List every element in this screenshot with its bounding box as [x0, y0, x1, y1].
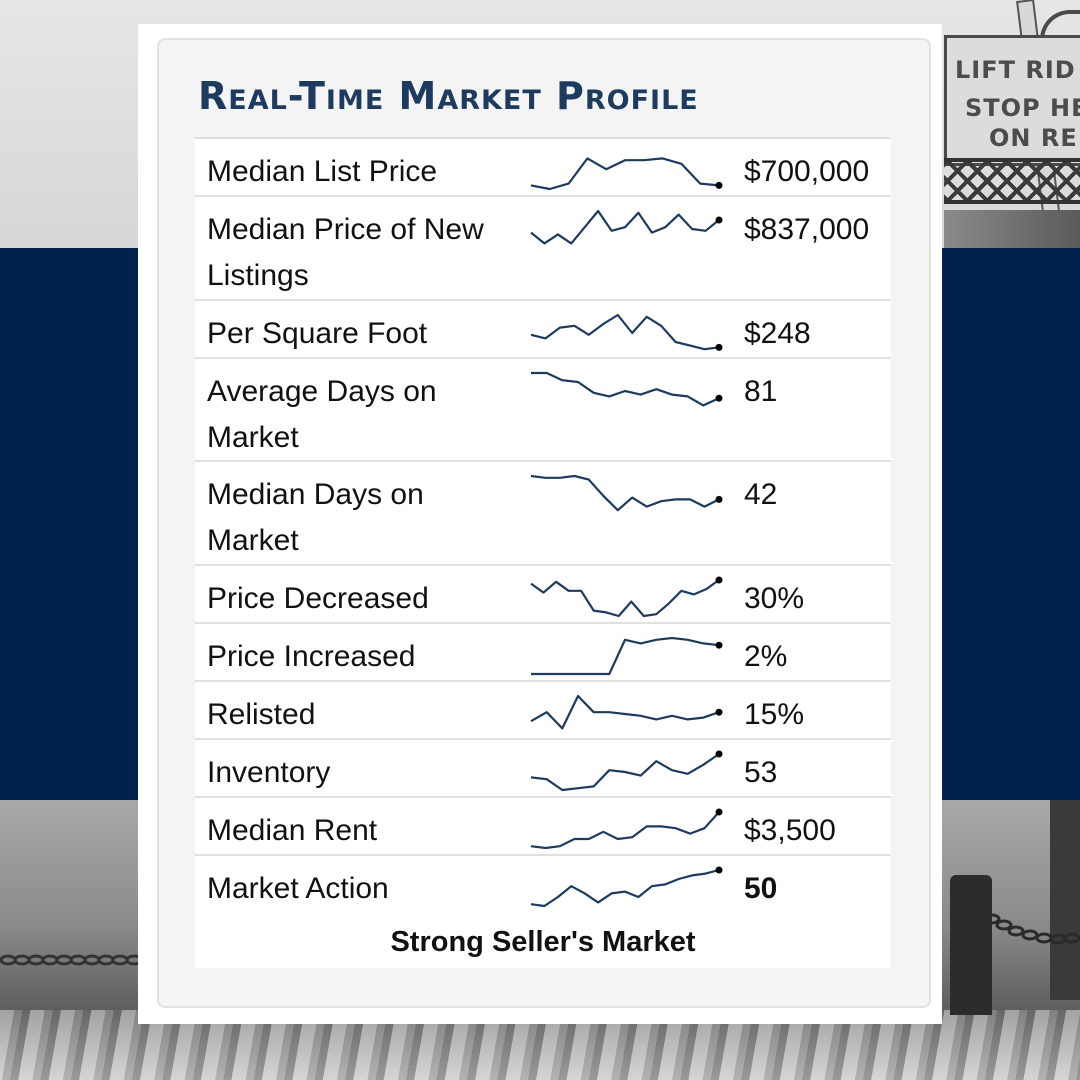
row-value: 81	[744, 375, 778, 408]
sign-line-3: ON RE	[989, 124, 1078, 152]
sparkline-endpoint	[715, 216, 723, 224]
row-label: Relisted	[207, 698, 316, 731]
trend-sparkline	[530, 866, 723, 908]
trend-sparkline	[530, 808, 723, 850]
sparkline-path	[530, 474, 720, 512]
trend-sparkline	[530, 750, 723, 792]
table-row: Price Decreased 30%	[195, 564, 891, 622]
table-row: Inventory 53	[195, 738, 891, 796]
sparkline-endpoint	[715, 808, 723, 816]
trend-sparkline	[530, 209, 723, 245]
trend-sparkline	[530, 576, 723, 618]
background-sign: LIFT RID STOP HE ON RE	[944, 35, 1080, 166]
table-row: Median Days on Market 42	[195, 460, 891, 564]
sparkline-endpoint	[715, 343, 723, 351]
sparkline-path	[530, 313, 720, 351]
sparkline-endpoint	[715, 495, 723, 503]
row-value: $700,000	[744, 155, 870, 188]
sparkline-path	[530, 209, 720, 245]
table-row: Median Rent $3,500	[195, 796, 891, 854]
sparkline-path	[530, 579, 720, 618]
trend-sparkline	[530, 313, 723, 351]
row-label: Median List Price	[207, 155, 438, 188]
trend-sparkline	[530, 694, 723, 730]
market-profile-table: Strong Seller's Market Median List Price…	[195, 137, 891, 968]
sign-truss	[944, 158, 1080, 204]
table-row: Per Square Foot $248	[195, 299, 891, 357]
row-value: 42	[744, 478, 778, 511]
sign-line-2: STOP HE	[965, 94, 1080, 122]
row-value: 2%	[744, 640, 788, 673]
row-value: $837,000	[744, 213, 870, 246]
row-label: Median Rent	[207, 814, 378, 847]
sparkline-path	[530, 811, 720, 850]
trend-sparkline	[531, 371, 723, 407]
row-value: 15%	[744, 698, 805, 731]
sign-beam	[944, 210, 1080, 250]
table-row: Median List Price $700,000	[195, 137, 891, 195]
table-row: Median Price of New Listings $837,000	[195, 195, 891, 299]
sparkline-path	[531, 636, 720, 676]
sparkline-path	[530, 157, 720, 191]
sparkline-endpoint	[715, 750, 723, 758]
trend-sparkline	[530, 474, 723, 512]
row-value: 30%	[744, 582, 805, 615]
row-label: Inventory	[207, 756, 331, 789]
sparkline-endpoint	[715, 576, 723, 584]
table-row: Relisted 15%	[195, 680, 891, 738]
row-label: Average Days on Market	[207, 375, 437, 454]
background-post	[1050, 800, 1080, 1000]
sparkline-endpoint	[715, 641, 723, 649]
row-label: Price Decreased	[207, 582, 429, 615]
trend-sparkline	[530, 157, 723, 191]
sparkline-endpoint	[715, 708, 723, 716]
row-value: $3,500	[744, 814, 836, 847]
sparkline-path	[530, 868, 720, 908]
market-summary: Strong Seller's Market	[390, 926, 696, 958]
sparkline-endpoint	[715, 181, 723, 189]
page-title: Real-Time Market Profile	[198, 74, 699, 118]
row-label: Price Increased	[207, 640, 416, 673]
sparkline-path	[531, 371, 720, 407]
row-label: Median Days on Market	[207, 478, 424, 557]
table-row: Average Days on Market 81	[195, 357, 891, 460]
sparkline-path	[530, 753, 720, 792]
sparkline-endpoint	[715, 394, 723, 402]
lamp-arm	[1040, 10, 1080, 44]
row-value: $248	[744, 317, 811, 350]
chain-left	[0, 954, 140, 966]
sparkline-path	[530, 694, 720, 730]
table-row: Price Increased 2%	[195, 622, 891, 680]
row-value: 53	[744, 756, 778, 789]
row-label: Median Price of New Listings	[207, 213, 484, 292]
trend-sparkline	[531, 636, 723, 676]
row-value: 50	[744, 872, 778, 905]
sign-line-1: LIFT RID	[955, 56, 1076, 84]
table-row: Market Action 50	[195, 854, 891, 916]
row-label: Market Action	[207, 872, 389, 905]
sparkline-endpoint	[715, 866, 723, 874]
chain-right	[983, 913, 1080, 945]
row-label: Per Square Foot	[207, 317, 428, 350]
background-bollard	[950, 875, 992, 1015]
